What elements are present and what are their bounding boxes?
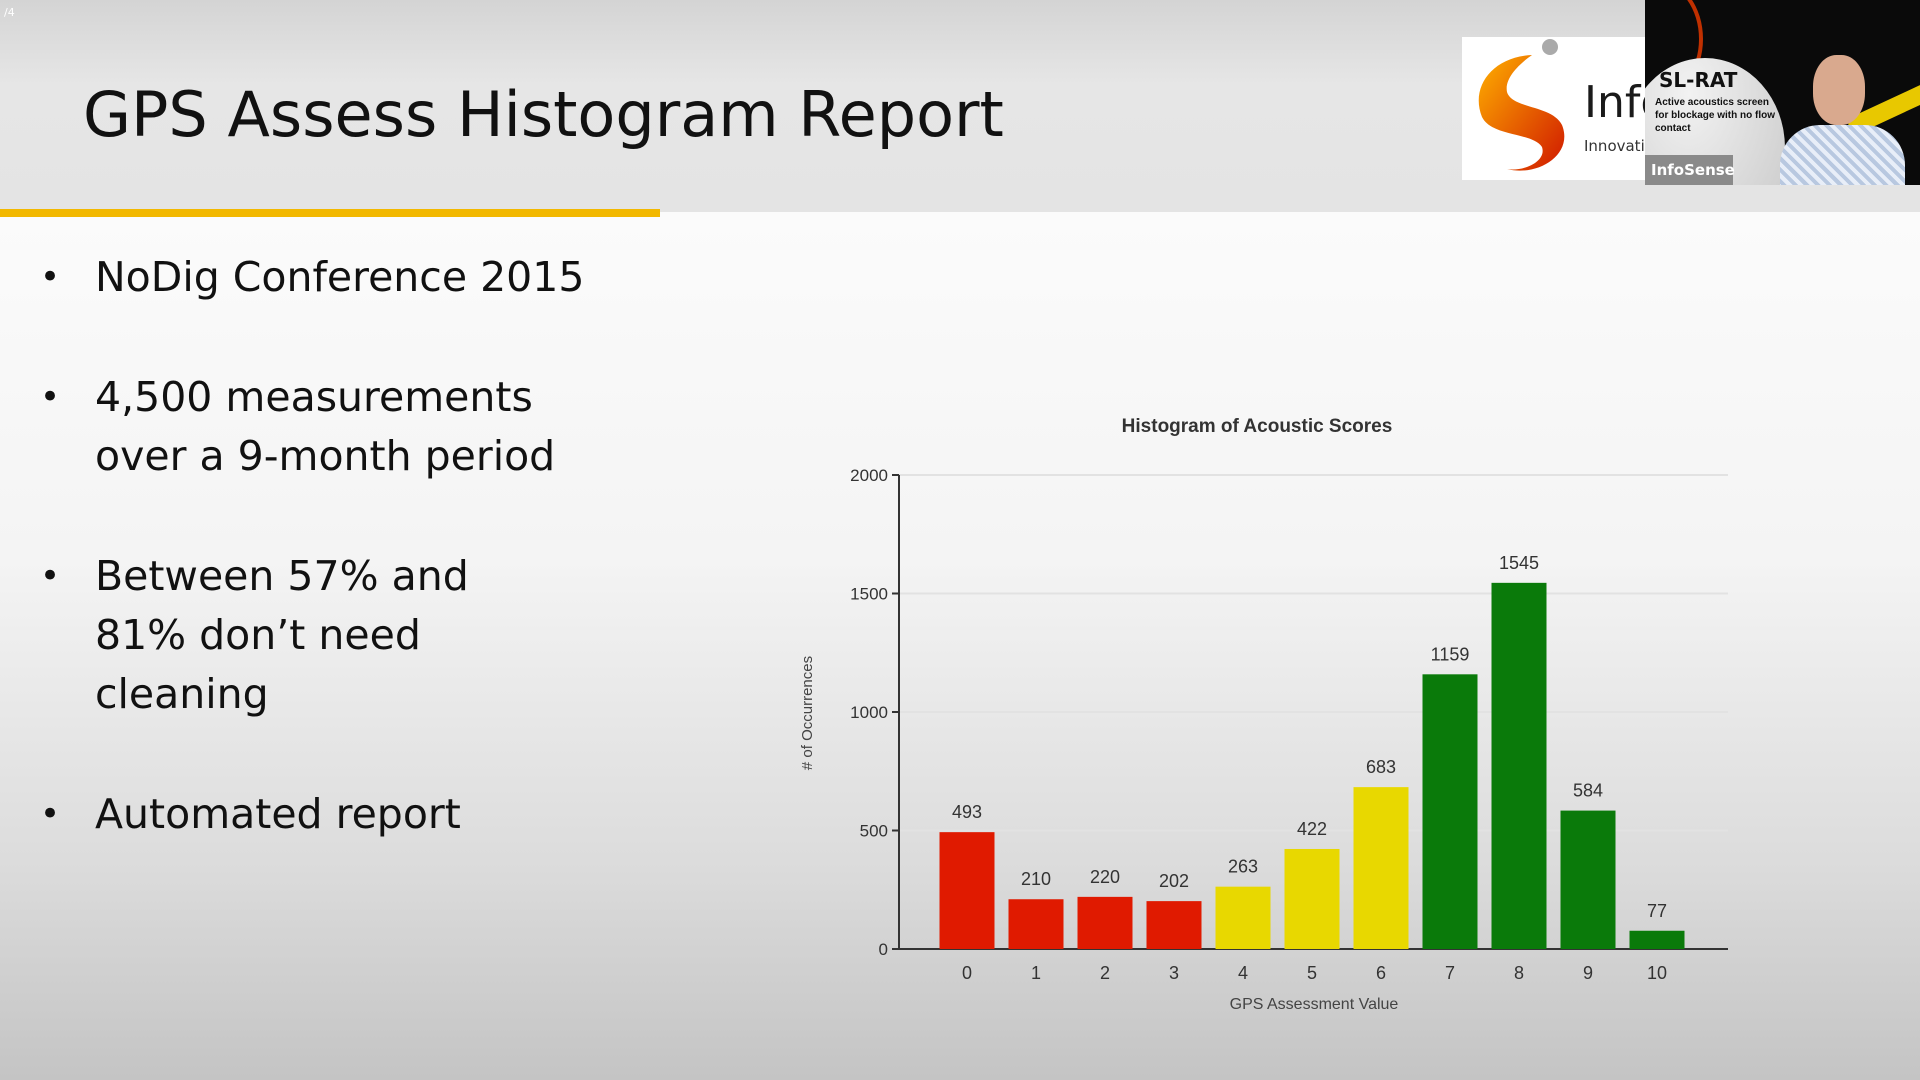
bar-0 [939, 832, 995, 949]
bar-4 [1215, 886, 1271, 949]
bullet-icon: • [40, 377, 61, 417]
data-label: 1545 [1499, 553, 1539, 573]
x-tick-label: 4 [1238, 963, 1248, 983]
accent-bar [0, 209, 660, 217]
bullet-icon: • [40, 257, 61, 297]
bullet-item: • Between 57% and 81% don’t need cleaning [40, 547, 565, 724]
data-label: 1159 [1431, 644, 1470, 664]
x-tick-label: 9 [1583, 963, 1593, 983]
x-tick-label: 2 [1100, 963, 1110, 983]
product-name: SL-RAT [1659, 68, 1738, 92]
data-label: 263 [1228, 857, 1258, 877]
y-tick-label: 2000 [850, 466, 888, 485]
slide-title: GPS Assess Histogram Report [83, 78, 1004, 151]
x-tick-label: 3 [1169, 963, 1179, 983]
bar-3 [1146, 901, 1202, 949]
bar-5 [1284, 848, 1340, 949]
x-tick-label: 0 [962, 963, 972, 983]
bar-10 [1629, 930, 1685, 949]
bullet-icon: • [40, 556, 61, 596]
bullet-item: • Automated report [40, 785, 720, 844]
product-description: Active acoustics screen for blockage wit… [1655, 97, 1775, 134]
bullet-list: • NoDig Conference 2015 • 4,500 measuremen… [40, 248, 720, 905]
page-indicator: /4 [4, 6, 15, 19]
x-axis-label: GPS Assessment Value [1230, 996, 1399, 1013]
y-tick-label: 500 [860, 822, 888, 841]
bar-6 [1353, 787, 1409, 949]
bullet-text: 4,500 measurements over a 9-month period [95, 373, 556, 480]
bullet-item: • NoDig Conference 2015 [40, 248, 720, 307]
bar-2 [1077, 896, 1133, 949]
bullet-item: • 4,500 measurements over a 9-month perio… [40, 368, 565, 486]
data-label: 683 [1366, 757, 1396, 777]
bar-1 [1008, 899, 1064, 949]
x-tick-label: 5 [1307, 963, 1317, 983]
logo-tagline: Innovatin [1584, 137, 1645, 155]
data-label: 220 [1090, 867, 1120, 887]
bar-9 [1560, 810, 1616, 949]
x-tick-label: 1 [1031, 963, 1041, 983]
bullet-text: Between 57% and 81% don’t need cleaning [95, 552, 469, 718]
data-label: 584 [1573, 781, 1603, 801]
bullet-text: Automated report [95, 790, 461, 838]
y-tick-label: 1500 [850, 585, 888, 604]
data-label: 77 [1647, 901, 1667, 921]
y-tick-label: 1000 [850, 703, 888, 722]
data-label: 493 [952, 802, 982, 822]
data-label: 202 [1159, 871, 1189, 891]
y-tick-label: 0 [879, 940, 888, 959]
x-tick-label: 7 [1445, 963, 1455, 983]
data-label: 210 [1021, 869, 1051, 889]
bullet-icon: • [40, 794, 61, 834]
bar-7 [1422, 674, 1478, 949]
x-tick-label: 10 [1647, 963, 1667, 983]
x-tick-label: 6 [1376, 963, 1386, 983]
presenter-avatar [1775, 55, 1905, 185]
chart-title: Histogram of Acoustic Scores [1122, 416, 1393, 437]
x-tick-label: 8 [1514, 963, 1524, 983]
data-label: 422 [1297, 819, 1327, 839]
presenter-badge: InfoSense [1645, 155, 1735, 185]
y-axis-label: # of Occurrences [799, 656, 816, 770]
bar-8 [1491, 582, 1547, 949]
infosense-logo: Info Innovatin [1462, 37, 1645, 180]
bullet-text: NoDig Conference 2015 [95, 253, 585, 301]
logo-brand: Info [1584, 77, 1645, 128]
swirl-logo-icon [1478, 39, 1565, 171]
presenter-video: SL-RAT Active acoustics screen for block… [1645, 0, 1920, 185]
